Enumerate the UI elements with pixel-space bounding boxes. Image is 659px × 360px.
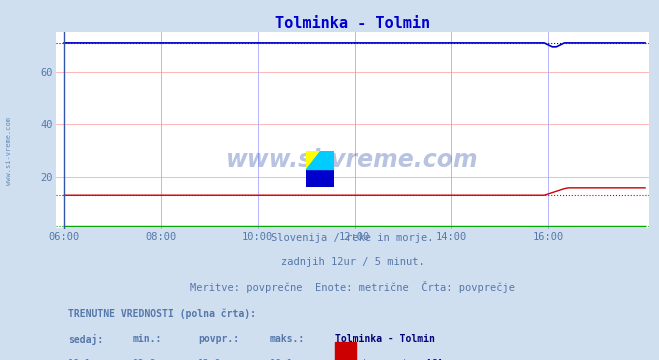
Polygon shape xyxy=(306,151,334,169)
Text: sedaj:: sedaj: xyxy=(68,333,103,345)
Text: maks.:: maks.: xyxy=(270,333,304,343)
Bar xyxy=(335,342,356,360)
Polygon shape xyxy=(306,151,334,169)
Text: min.:: min.: xyxy=(133,333,163,343)
Text: 16,1: 16,1 xyxy=(270,359,293,360)
Title: Tolminka - Tolmin: Tolminka - Tolmin xyxy=(275,16,430,31)
Polygon shape xyxy=(306,151,320,169)
Text: 12,8: 12,8 xyxy=(133,359,157,360)
Text: zadnjih 12ur / 5 minut.: zadnjih 12ur / 5 minut. xyxy=(281,257,424,267)
Polygon shape xyxy=(306,169,334,187)
Text: Meritve: povprečne  Enote: metrične  Črta: povprečje: Meritve: povprečne Enote: metrične Črta:… xyxy=(190,282,515,293)
Text: povpr.:: povpr.: xyxy=(198,333,239,343)
Text: Tolminka - Tolmin: Tolminka - Tolmin xyxy=(335,333,435,343)
Text: temperatura[C]: temperatura[C] xyxy=(361,359,444,360)
Text: www.si-vreme.com: www.si-vreme.com xyxy=(226,148,479,172)
Text: Slovenija / reke in morje.: Slovenija / reke in morje. xyxy=(272,233,434,243)
Text: 16,1: 16,1 xyxy=(68,359,92,360)
Polygon shape xyxy=(306,151,320,169)
Text: www.si-vreme.com: www.si-vreme.com xyxy=(5,117,12,185)
Text: 13,9: 13,9 xyxy=(198,359,222,360)
Text: TRENUTNE VREDNOSTI (polna črta):: TRENUTNE VREDNOSTI (polna črta): xyxy=(68,308,256,319)
